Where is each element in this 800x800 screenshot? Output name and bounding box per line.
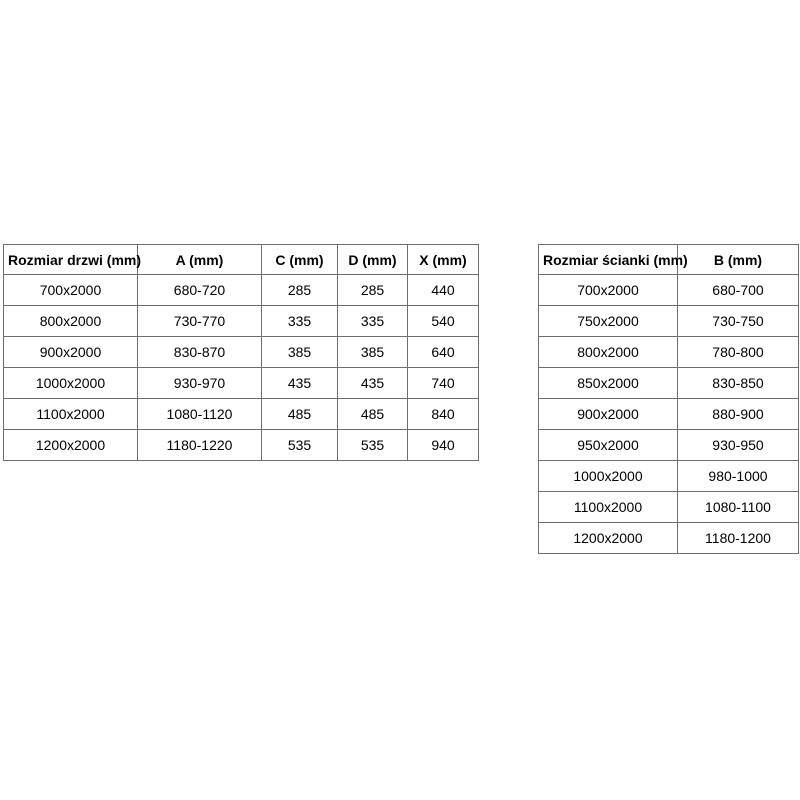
- table-cell: 335: [337, 305, 408, 337]
- table-cell: 435: [337, 367, 408, 399]
- table-row: 1000x2000 980-1000: [538, 460, 799, 492]
- table-cell: 830-850: [677, 367, 799, 399]
- column-header: D (mm): [337, 244, 408, 275]
- table-cell: 930-970: [137, 367, 262, 399]
- table-row: 1000x2000 930-970 435 435 740: [3, 367, 479, 399]
- table-cell: 730-770: [137, 305, 262, 337]
- table-cell: 950x2000: [538, 429, 678, 461]
- table-cell: 730-750: [677, 305, 799, 337]
- table-cell: 800x2000: [538, 336, 678, 368]
- table-cell: 780-800: [677, 336, 799, 368]
- wall-dimensions-table: Rozmiar ścianki (mm) B (mm) 700x2000 680-7…: [538, 244, 799, 554]
- table-cell: 385: [261, 336, 338, 368]
- table-cell: 385: [337, 336, 408, 368]
- column-header: Rozmiar drzwi (mm): [3, 244, 141, 275]
- table-row: 900x2000 880-900: [538, 398, 799, 430]
- table-row: 800x2000 730-770 335 335 540: [3, 305, 479, 337]
- table-cell: 1080-1120: [137, 398, 262, 430]
- table-row: 950x2000 930-950: [538, 429, 799, 461]
- table-cell: 485: [337, 398, 408, 430]
- table-row: 800x2000 780-800: [538, 336, 799, 368]
- column-header: A (mm): [137, 244, 262, 275]
- table-cell: 1180-1200: [677, 522, 799, 554]
- table-cell: 700x2000: [3, 274, 138, 306]
- table-cell: 750x2000: [538, 305, 678, 337]
- table-cell: 840: [407, 398, 479, 430]
- table-cell: 940: [407, 429, 479, 461]
- table-cell: 1180-1220: [137, 429, 262, 461]
- table-cell: 540: [407, 305, 479, 337]
- table-row: 900x2000 830-870 385 385 640: [3, 336, 479, 368]
- table-row: 1100x2000 1080-1100: [538, 491, 799, 523]
- door-dimensions-table: Rozmiar drzwi (mm) A (mm) C (mm) D (mm) X (m…: [3, 244, 479, 461]
- table-row: 700x2000 680-720 285 285 440: [3, 274, 479, 306]
- header-row: Rozmiar ścianki (mm) B (mm): [538, 244, 799, 275]
- table-cell: 680-720: [137, 274, 262, 306]
- table-cell: 900x2000: [3, 336, 138, 368]
- table-cell: 435: [261, 367, 338, 399]
- door-table-body: 700x2000 680-720 285 285 440 800x2000 730-770 3…: [3, 274, 479, 461]
- column-header: C (mm): [261, 244, 338, 275]
- table-cell: 680-700: [677, 274, 799, 306]
- header-row: Rozmiar drzwi (mm) A (mm) C (mm) D (mm) X (m…: [3, 244, 479, 275]
- table-cell: 535: [337, 429, 408, 461]
- table-cell: 830-870: [137, 336, 262, 368]
- table-cell: 535: [261, 429, 338, 461]
- wall-table-header: Rozmiar ścianki (mm) B (mm): [538, 244, 799, 275]
- table-cell: 980-1000: [677, 460, 799, 492]
- table-cell: 740: [407, 367, 479, 399]
- column-header: Rozmiar ścianki (mm): [538, 244, 688, 275]
- table-cell: 1200x2000: [3, 429, 138, 461]
- table-cell: 1100x2000: [538, 491, 678, 523]
- table-row: 700x2000 680-700: [538, 274, 799, 306]
- table-row: 850x2000 830-850: [538, 367, 799, 399]
- table-cell: 335: [261, 305, 338, 337]
- table-cell: 1100x2000: [3, 398, 138, 430]
- table-cell: 850x2000: [538, 367, 678, 399]
- table-row: 1200x2000 1180-1220 535 535 940: [3, 429, 479, 461]
- table-cell: 1200x2000: [538, 522, 678, 554]
- table-cell: 900x2000: [538, 398, 678, 430]
- table-cell: 285: [337, 274, 408, 306]
- table-cell: 640: [407, 336, 479, 368]
- column-header: X (mm): [407, 244, 479, 275]
- table-row: 1200x2000 1180-1200: [538, 522, 799, 554]
- table-cell: 1000x2000: [538, 460, 678, 492]
- column-header: B (mm): [677, 244, 799, 275]
- table-cell: 1000x2000: [3, 367, 138, 399]
- table-cell: 800x2000: [3, 305, 138, 337]
- table-cell: 700x2000: [538, 274, 678, 306]
- table-cell: 1080-1100: [677, 491, 799, 523]
- table-cell: 485: [261, 398, 338, 430]
- table-cell: 440: [407, 274, 479, 306]
- table-cell: 285: [261, 274, 338, 306]
- table-row: 750x2000 730-750: [538, 305, 799, 337]
- table-cell: 930-950: [677, 429, 799, 461]
- table-cell: 880-900: [677, 398, 799, 430]
- wall-table-body: 700x2000 680-700 750x2000 730-750 800x2000 78…: [538, 274, 799, 554]
- door-table-header: Rozmiar drzwi (mm) A (mm) C (mm) D (mm) X (m…: [3, 244, 479, 275]
- table-row: 1100x2000 1080-1120 485 485 840: [3, 398, 479, 430]
